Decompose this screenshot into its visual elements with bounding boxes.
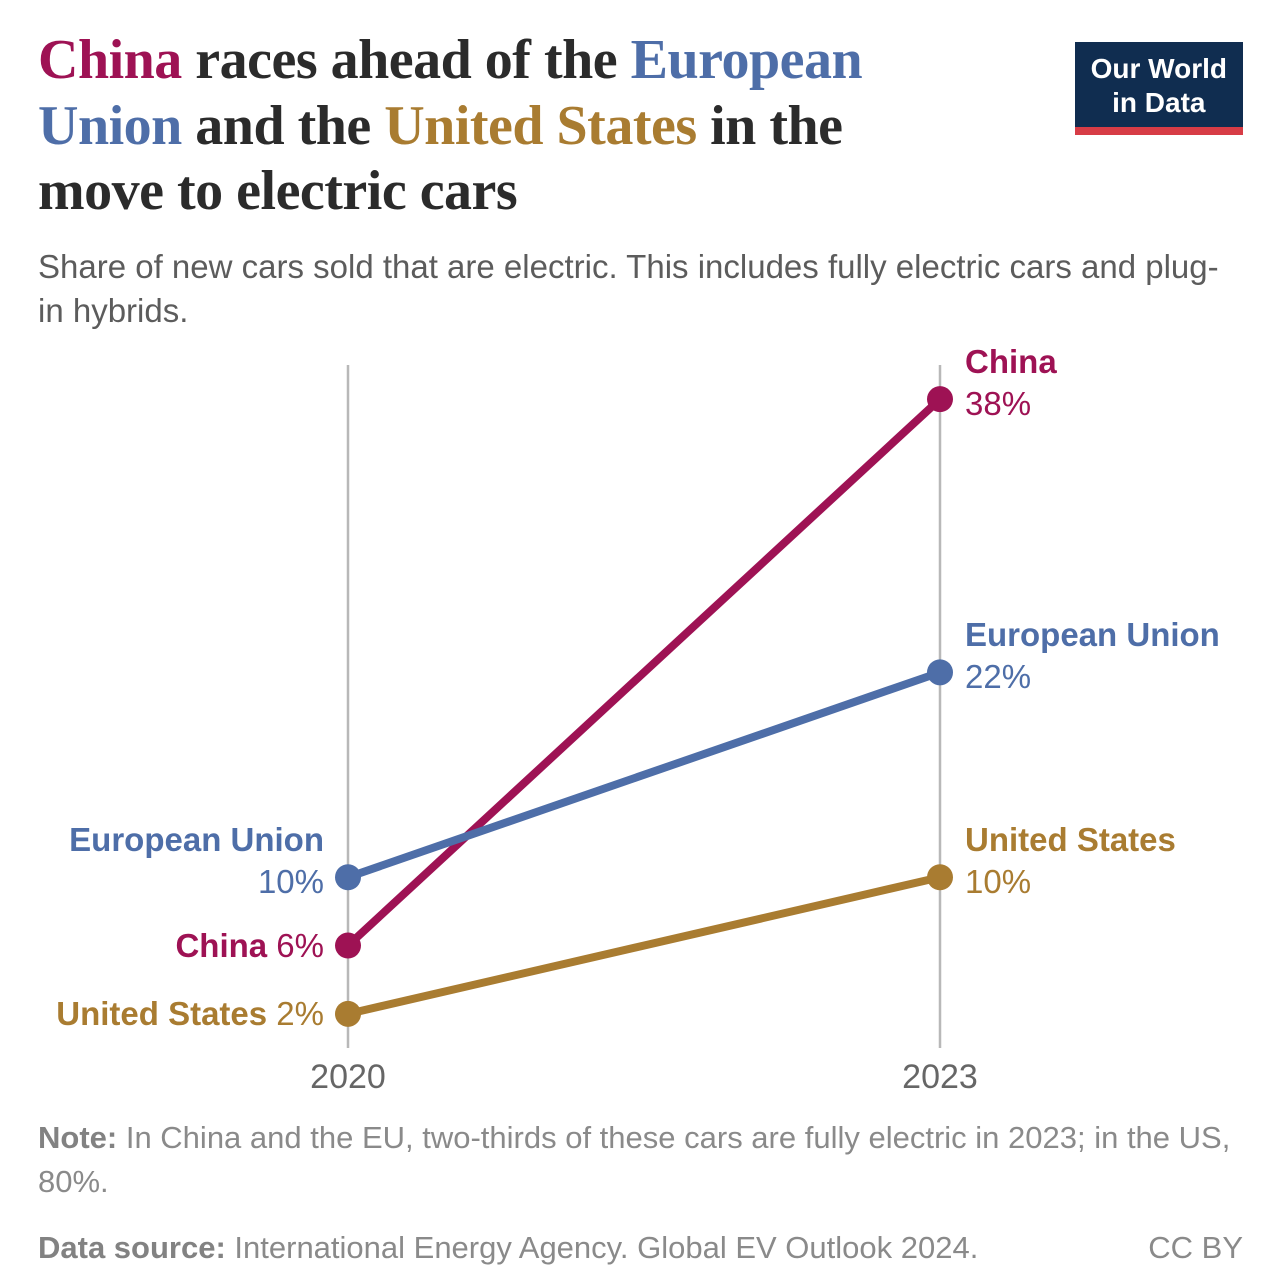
chart-title: China races ahead of the European Union a…	[38, 28, 1068, 225]
label-united-states-2023: United States 10%	[965, 821, 1176, 901]
label-china-2023: China 38%	[965, 343, 1057, 423]
x-tick-2020: 2020	[310, 1058, 386, 1096]
label-united-states-2020: United States 2%	[56, 994, 324, 1032]
owid-logo-line1: Our World	[1090, 53, 1227, 84]
note-label: Note:	[38, 1120, 118, 1155]
series-point-united-states-2020	[335, 1000, 361, 1027]
chart-subtitle: Share of new cars sold that are electric…	[38, 248, 1219, 329]
title-segment-3: Union	[38, 94, 182, 157]
title-segment-1: races ahead of the	[181, 29, 631, 91]
title-segment-4: and the	[181, 94, 385, 157]
note-text: In China and the EU, two-thirds of these…	[38, 1120, 1231, 1200]
license-badge: CC BY	[1148, 1230, 1243, 1266]
header: China races ahead of the European Union a…	[38, 28, 1068, 225]
series-point-united-states-2023	[927, 864, 953, 891]
footer-note: Note: In China and the EU, two-thirds of…	[38, 1116, 1243, 1204]
owid-logo-line2: in Data	[1112, 86, 1206, 118]
series-line-china	[345, 396, 943, 949]
series-line-united-states	[347, 873, 941, 1018]
data-source-text: International Energy Agency. Global EV O…	[225, 1230, 979, 1266]
x-tick-2023: 2023	[902, 1058, 978, 1096]
series-point-china-2023	[927, 386, 953, 413]
label-european-union-2023: European Union 22%	[965, 616, 1220, 696]
series-point-european-union-2020	[335, 864, 361, 891]
title-segment-6: in the	[696, 94, 843, 157]
data-source: Data source: International Energy Agency…	[38, 1226, 978, 1270]
title-segment-0: China	[38, 29, 182, 91]
label-china-2020: China 6%	[175, 926, 324, 964]
title-segment-5: United States	[384, 94, 697, 157]
footer: Note: In China and the EU, two-thirds of…	[38, 1116, 1243, 1270]
owid-logo: Our World in Data	[1074, 42, 1243, 136]
title-segment-2: European	[630, 29, 863, 91]
series-point-european-union-2023	[927, 659, 953, 686]
label-european-union-2020: European Union 10%	[69, 821, 324, 901]
title-segment-7: move to electric cars	[38, 160, 518, 223]
series-point-china-2020	[335, 932, 361, 959]
series-line-european-union	[346, 668, 942, 882]
data-source-label: Data source:	[38, 1230, 226, 1266]
